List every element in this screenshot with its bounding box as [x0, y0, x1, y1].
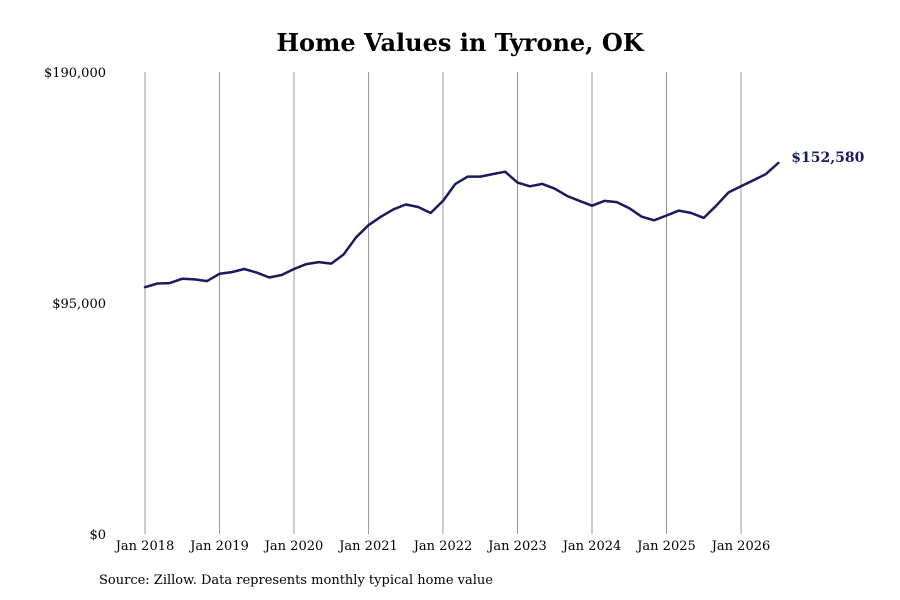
y-tick-label: $0 — [89, 528, 106, 543]
y-axis-ticks: $190,000 $95,000 $0 — [44, 66, 106, 543]
x-tick-label: Jan 2025 — [635, 539, 696, 554]
x-axis-ticks: Jan 2018 Jan 2019 Jan 2020 Jan 2021 Jan 2022… — [114, 539, 771, 554]
x-tick-label: Jan 2023 — [486, 539, 547, 554]
series-line-group — [143, 161, 780, 289]
end-value-label: $152,580 — [791, 150, 864, 166]
x-tick-label: Jan 2018 — [114, 539, 175, 554]
y-tick-label: $190,000 — [44, 66, 106, 81]
x-tick-label: Jan 2022 — [412, 539, 473, 554]
x-tick-label: Jan 2021 — [337, 539, 398, 554]
y-tick-label: $95,000 — [52, 297, 106, 312]
source-note: Source: Zillow. Data represents monthly … — [99, 573, 493, 588]
gridlines — [144, 72, 742, 534]
x-tick-label: Jan 2019 — [188, 539, 249, 554]
series-line — [143, 161, 780, 289]
x-tick-label: Jan 2020 — [263, 539, 324, 554]
x-tick-label: Jan 2024 — [561, 539, 622, 554]
chart-title: Home Values in Tyrone, OK — [276, 28, 644, 57]
x-tick-label: Jan 2026 — [710, 539, 771, 554]
